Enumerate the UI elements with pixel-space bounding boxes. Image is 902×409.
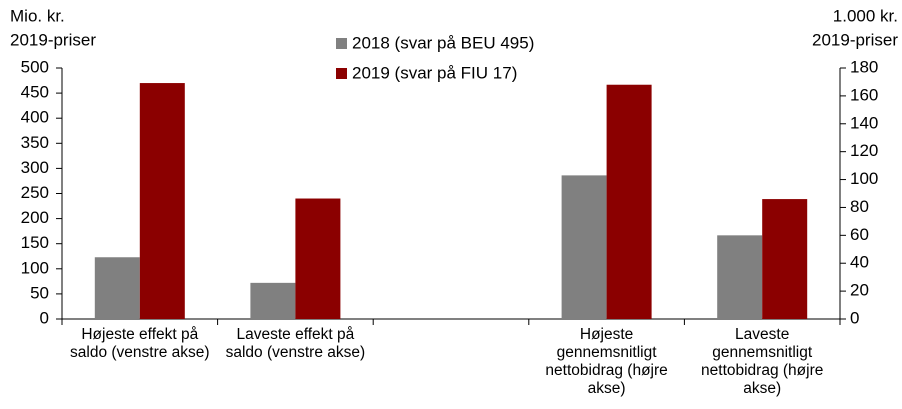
bar: [139, 83, 185, 319]
bar: [717, 235, 763, 319]
y2-tick-label: 20: [850, 281, 869, 300]
y2-tick-label: 160: [850, 85, 878, 104]
y2-tick-label: 40: [850, 253, 869, 272]
y-axis-title: Mio. kr.: [10, 6, 65, 25]
x-tick-label: Højeste gennemsnitligt nettobidrag (højr…: [545, 326, 668, 397]
y-tick-label: 100: [21, 258, 49, 277]
y2-axis-title: 2019-priser: [812, 30, 898, 49]
y-tick-label: 0: [40, 308, 49, 327]
y2-tick-label: 140: [850, 113, 878, 132]
y-tick-label: 250: [21, 183, 49, 202]
legend-label: 2019 (svar på FIU 17): [352, 63, 517, 82]
y-axis-title: 2019-priser: [10, 30, 96, 49]
y2-axis-title: 1.000 kr.: [833, 6, 898, 25]
y2-tick-label: 0: [850, 308, 859, 327]
y-tick-label: 400: [21, 108, 49, 127]
y-tick-label: 500: [21, 57, 49, 76]
y2-tick-label: 180: [850, 57, 878, 76]
x-tick-label: Laveste effekt på saldo (venstre akse): [225, 326, 366, 361]
y2-tick-label: 60: [850, 225, 869, 244]
y-tick-label: 50: [30, 283, 49, 302]
y-tick-label: 200: [21, 208, 49, 227]
x-tick-label: Laveste gennemsnitligt nettobidrag (højr…: [701, 326, 824, 397]
legend-label: 2018 (svar på BEU 495): [352, 33, 534, 52]
y-tick-label: 350: [21, 133, 49, 152]
bar: [94, 257, 140, 319]
y-tick-label: 300: [21, 158, 49, 177]
bar: [561, 175, 607, 319]
bar: [250, 282, 296, 319]
bar: [762, 199, 808, 319]
y-tick-label: 150: [21, 233, 49, 252]
x-tick-label: Højeste effekt på saldo (venstre akse): [70, 326, 210, 361]
bar: [295, 198, 341, 319]
y-tick-label: 450: [21, 83, 49, 102]
y2-tick-label: 120: [850, 141, 878, 160]
bar: [606, 84, 652, 319]
legend-swatch: [336, 38, 347, 49]
y2-tick-label: 100: [850, 169, 878, 188]
y2-tick-label: 80: [850, 197, 869, 216]
legend-swatch: [336, 68, 347, 79]
